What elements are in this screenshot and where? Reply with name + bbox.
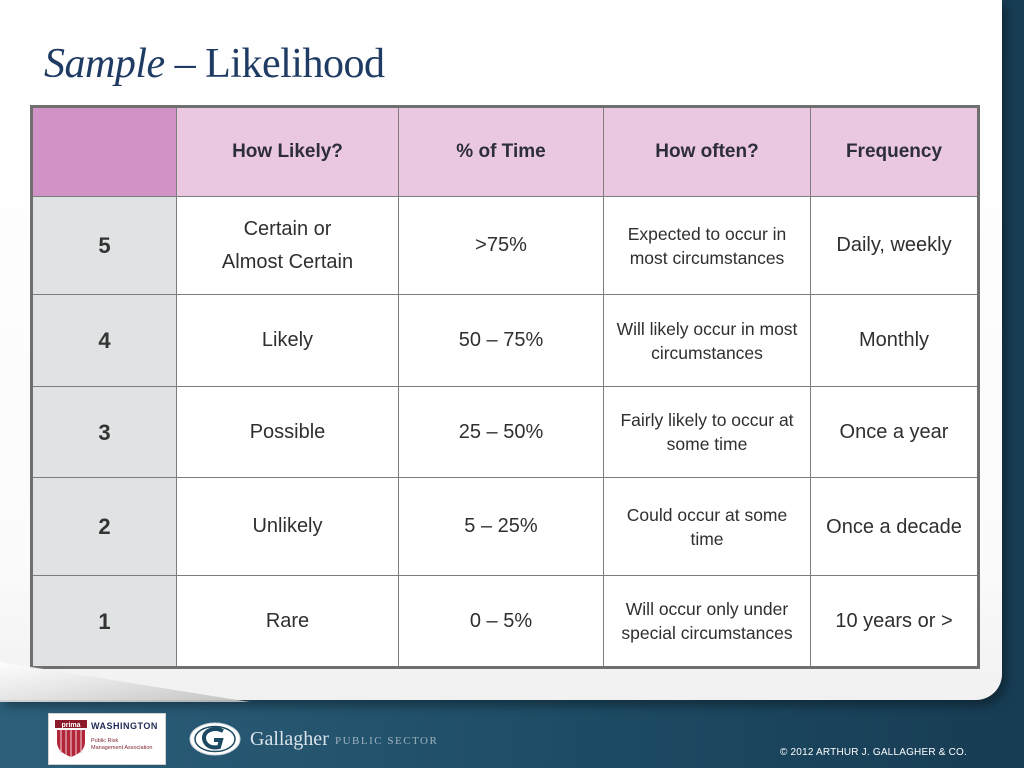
prima-state-label: WASHINGTON bbox=[91, 721, 158, 731]
how-likely-cell: Unlikely bbox=[176, 477, 399, 576]
public-sector-label: PUBLIC SECTOR bbox=[335, 735, 439, 747]
rank-cell: 2 bbox=[31, 477, 177, 576]
rank-cell: 1 bbox=[31, 575, 177, 668]
title-italic: Sample bbox=[44, 41, 165, 87]
header-how-likely: How Likely? bbox=[176, 106, 399, 197]
how-often-cell: Will occur only under special circumstan… bbox=[603, 575, 811, 668]
how-often-cell: Could occur at some time bbox=[603, 477, 811, 576]
prima-washington-logo: prima WASHINGTON Public Risk Management … bbox=[48, 713, 166, 765]
how-often-cell: Fairly likely to occur at some time bbox=[603, 386, 811, 478]
gallagher-g-logo-icon bbox=[189, 722, 241, 756]
how-likely-line: Certain or bbox=[243, 217, 332, 240]
slide-canvas: Sample – Likelihood How Likely? % of Tim… bbox=[0, 0, 1002, 702]
how-likely-cell: Likely bbox=[176, 294, 399, 387]
how-likely-cell: Certain or Almost Certain bbox=[176, 196, 399, 295]
prima-logo-text: prima bbox=[61, 722, 80, 729]
how-likely-cell: Possible bbox=[176, 386, 399, 478]
copyright-text: © 2012 ARTHUR J. GALLAGHER & CO. bbox=[780, 747, 967, 758]
percent-cell: 0 – 5% bbox=[398, 575, 604, 668]
header-how-often: How often? bbox=[603, 106, 811, 197]
table-row: 4 Likely 50 – 75% Will likely occur in m… bbox=[31, 294, 979, 387]
table-row: 5 Certain or Almost Certain >75% Expecte… bbox=[31, 196, 979, 295]
how-likely-cell: Rare bbox=[176, 575, 399, 668]
percent-cell: >75% bbox=[398, 196, 604, 295]
prima-association-label: Public Risk Management Association bbox=[91, 738, 153, 751]
prima-shield-icon: prima bbox=[55, 720, 87, 757]
table-row: 1 Rare 0 – 5% Will occur only under spec… bbox=[31, 575, 979, 668]
frequency-cell: Monthly bbox=[810, 294, 979, 387]
percent-cell: 5 – 25% bbox=[398, 477, 604, 576]
how-often-cell: Expected to occur in most circumstances bbox=[603, 196, 811, 295]
rank-cell: 5 bbox=[31, 196, 177, 295]
header-percent-time: % of Time bbox=[398, 106, 604, 197]
table-header-row: How Likely? % of Time How often? Frequen… bbox=[31, 106, 979, 197]
header-corner bbox=[31, 106, 177, 197]
gallagher-wordmark: Gallagher bbox=[250, 728, 329, 750]
rank-cell: 4 bbox=[31, 294, 177, 387]
frequency-cell: 10 years or > bbox=[810, 575, 979, 668]
table-row: 2 Unlikely 5 – 25% Could occur at some t… bbox=[31, 477, 979, 576]
frequency-cell: Once a year bbox=[810, 386, 979, 478]
likelihood-table: How Likely? % of Time How often? Frequen… bbox=[30, 105, 980, 669]
percent-cell: 25 – 50% bbox=[398, 386, 604, 478]
table-row: 3 Possible 25 – 50% Fairly likely to occ… bbox=[31, 386, 979, 478]
title-rest: – Likelihood bbox=[164, 41, 385, 87]
rank-cell: 3 bbox=[31, 386, 177, 478]
percent-cell: 50 – 75% bbox=[398, 294, 604, 387]
frequency-cell: Daily, weekly bbox=[810, 196, 979, 295]
how-often-cell: Will likely occur in most circumstances bbox=[603, 294, 811, 387]
frequency-cell: Once a decade bbox=[810, 477, 979, 576]
header-frequency: Frequency bbox=[810, 106, 979, 197]
slide-title: Sample – Likelihood bbox=[44, 40, 385, 88]
how-likely-line: Almost Certain bbox=[221, 250, 354, 273]
